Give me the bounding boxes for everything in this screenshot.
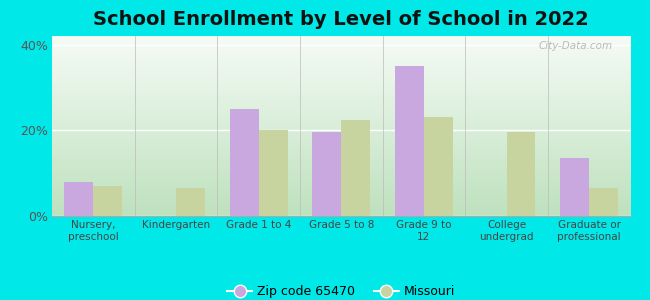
Bar xyxy=(94,186,122,216)
Bar xyxy=(506,132,536,216)
Legend: Zip code 65470, Missouri: Zip code 65470, Missouri xyxy=(222,280,460,300)
Bar xyxy=(341,120,370,216)
Title: School Enrollment by Level of School in 2022: School Enrollment by Level of School in … xyxy=(94,10,589,29)
Text: City-Data.com: City-Data.com xyxy=(539,41,613,51)
Bar xyxy=(395,66,424,216)
Bar xyxy=(176,188,205,216)
Bar xyxy=(312,132,341,216)
Bar xyxy=(560,158,589,216)
Bar xyxy=(589,188,618,216)
Bar xyxy=(424,117,453,216)
Bar xyxy=(259,130,287,216)
Bar xyxy=(64,182,94,216)
Bar xyxy=(229,109,259,216)
